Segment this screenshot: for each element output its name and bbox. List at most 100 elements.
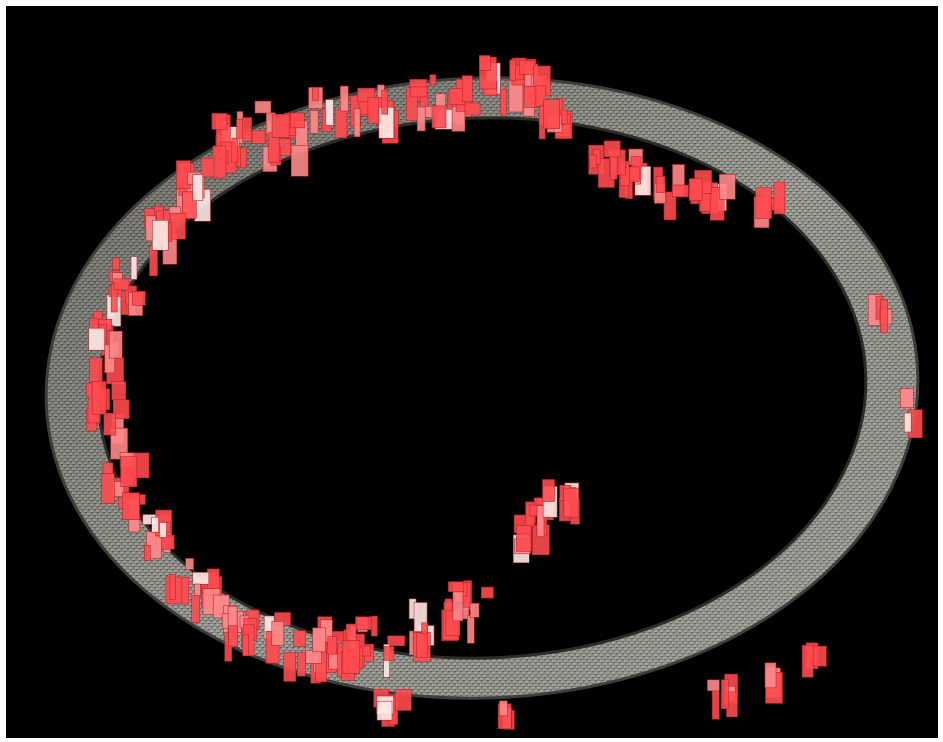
highlight-block <box>169 573 176 600</box>
highlight-block <box>109 330 123 359</box>
highlight-block <box>509 59 516 82</box>
highlight-block <box>543 99 561 129</box>
highlight-block <box>588 154 597 169</box>
highlight-block <box>481 586 494 599</box>
highlight-block <box>524 86 538 108</box>
highlight-block <box>663 191 677 221</box>
highlight-block <box>499 700 508 717</box>
highlight-block <box>309 110 319 134</box>
highlight-block <box>448 581 464 593</box>
highlight-block <box>132 291 146 306</box>
highlight-block <box>688 178 703 201</box>
highlight-block <box>120 456 138 488</box>
highlight-block <box>242 117 252 142</box>
highlight-block <box>627 166 640 183</box>
highlight-block <box>242 634 249 657</box>
highlight-block <box>305 649 322 664</box>
highlight-overlay <box>85 55 923 730</box>
highlight-block <box>112 257 120 271</box>
highlight-block <box>342 640 361 675</box>
highlight-block <box>429 74 437 85</box>
highlight-block <box>444 598 453 612</box>
highlight-block <box>144 545 151 561</box>
highlight-block <box>464 102 481 116</box>
highlight-block <box>111 381 126 401</box>
highlight-block <box>110 427 128 460</box>
highlight-block <box>609 154 618 180</box>
highlight-block <box>376 700 393 721</box>
highlight-block <box>462 75 473 102</box>
highlight-block <box>231 137 239 163</box>
highlight-block <box>421 622 428 635</box>
highlight-block <box>542 479 555 502</box>
highlight-block <box>536 505 545 538</box>
highlight-block <box>345 623 357 644</box>
highlight-block <box>500 88 507 116</box>
highlight-block <box>296 651 306 677</box>
highlight-block <box>91 381 107 415</box>
highlight-block <box>251 130 266 144</box>
highlight-block <box>880 299 888 334</box>
image-frame <box>6 6 938 738</box>
ring <box>6 6 938 738</box>
highlight-block <box>409 86 428 98</box>
highlight-block <box>339 85 349 112</box>
highlight-block <box>101 473 115 504</box>
highlight-block <box>431 105 447 129</box>
highlight-block <box>721 679 729 710</box>
highlight-block <box>711 689 720 720</box>
highlight-block <box>764 662 777 689</box>
highlight-block <box>283 652 297 682</box>
highlight-block <box>387 635 405 647</box>
highlight-block <box>469 602 480 618</box>
highlight-block <box>416 106 426 132</box>
highlight-block <box>801 644 814 678</box>
highlight-block <box>355 616 372 631</box>
highlight-block <box>603 140 621 158</box>
highlight-block <box>367 97 380 124</box>
highlight-block <box>211 113 228 130</box>
highlight-block <box>113 278 130 291</box>
highlight-block <box>563 487 579 518</box>
highlight-block <box>371 615 378 637</box>
highlight-block <box>325 99 334 126</box>
highlight-block <box>271 621 285 646</box>
highlight-block <box>312 87 319 101</box>
highlight-block <box>290 145 309 177</box>
highlight-block <box>122 492 140 521</box>
highlight-block <box>192 571 210 585</box>
highlight-block <box>452 591 464 622</box>
highlight-block <box>900 388 914 409</box>
highlight-block <box>903 412 912 433</box>
highlight-block <box>466 614 475 644</box>
highlight-block <box>185 558 194 570</box>
highlight-block <box>773 181 786 215</box>
highlight-block <box>672 184 689 198</box>
highlight-block <box>151 516 159 533</box>
highlight-block <box>271 114 290 138</box>
highlight-block <box>655 176 666 193</box>
highlight-block <box>327 636 338 655</box>
highlight-block <box>293 630 306 648</box>
highlight-block <box>394 689 412 711</box>
highlight-block <box>103 412 117 436</box>
highlight-block <box>755 187 772 219</box>
highlight-block <box>707 679 720 692</box>
highlight-block <box>89 357 103 384</box>
highlight-block <box>518 60 536 75</box>
highlight-block <box>200 157 215 178</box>
highlight-block <box>152 220 169 251</box>
highlight-block <box>383 646 395 661</box>
highlight-block <box>353 108 361 138</box>
highlight-block <box>334 109 348 139</box>
highlight-block <box>516 525 532 552</box>
highlight-block <box>159 522 167 538</box>
highlight-block <box>130 256 138 280</box>
highlight-block <box>181 576 190 605</box>
highlight-block <box>228 625 238 648</box>
highlight-block <box>170 212 186 240</box>
highlight-block <box>718 174 736 200</box>
highlight-block <box>416 632 429 658</box>
highlight-block <box>381 89 389 115</box>
